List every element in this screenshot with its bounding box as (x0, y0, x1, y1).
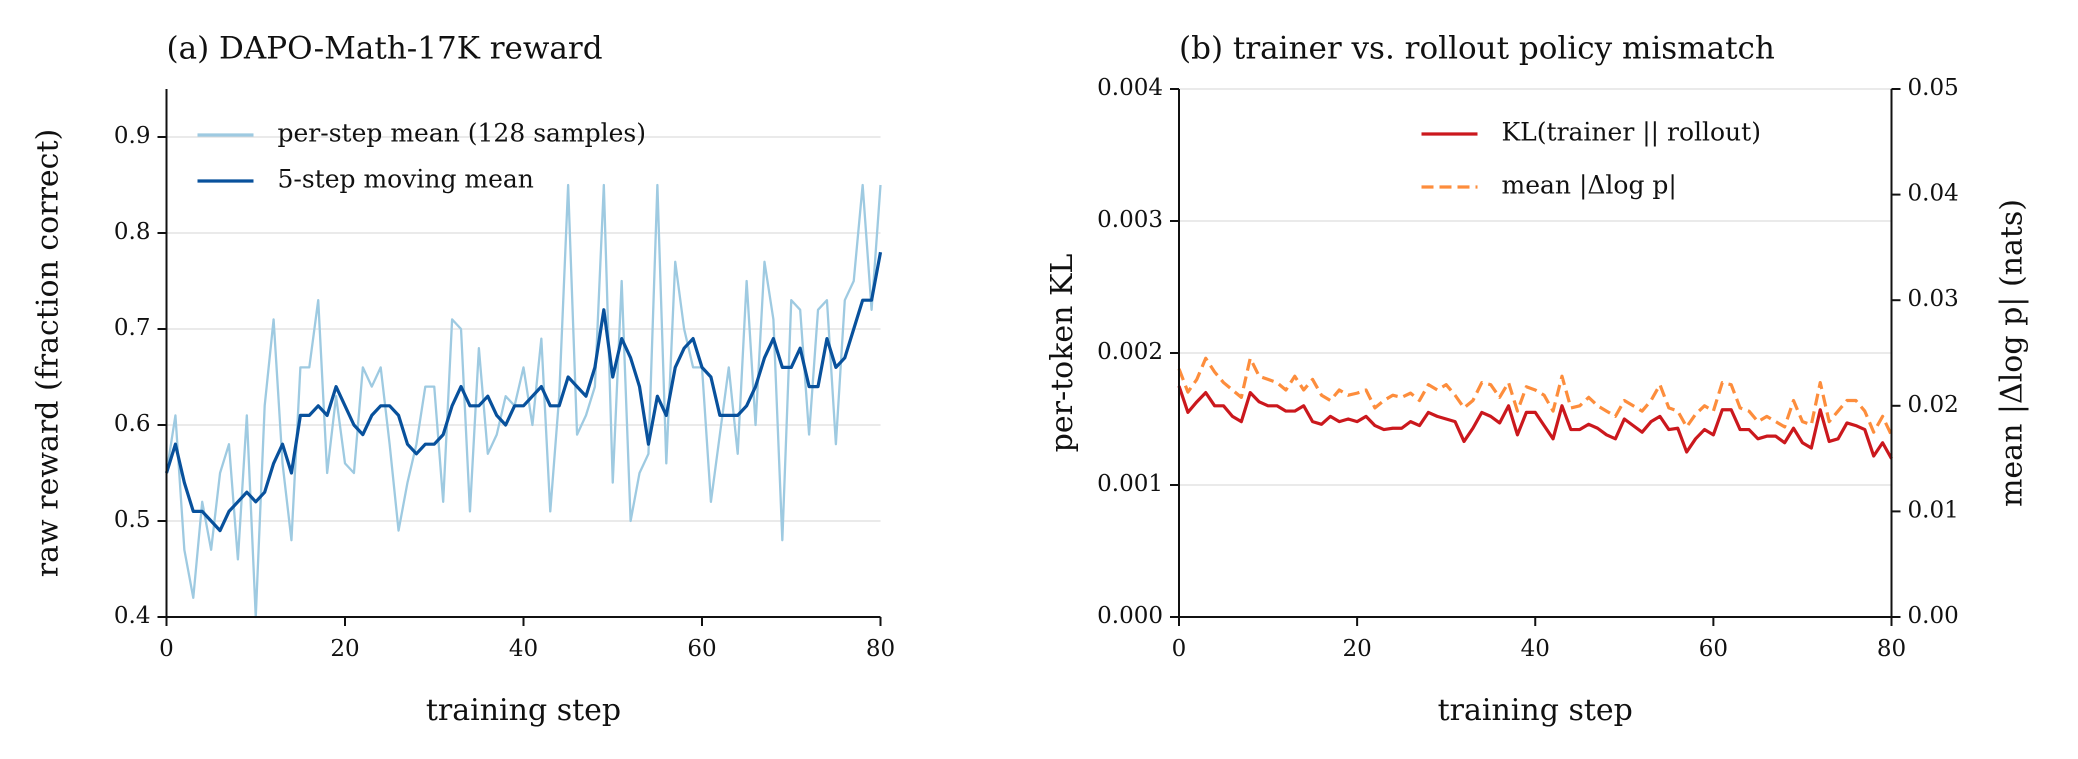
y-tick-label: 0.002 (1097, 339, 1163, 365)
x-axis-label: training step (426, 693, 621, 728)
y-tick-label: 0.9 (114, 123, 151, 149)
y-tick-label: 0.003 (1097, 207, 1163, 233)
y-tick-label: 0.7 (114, 315, 151, 341)
y-axis-label: raw reward (fraction correct) (31, 129, 66, 577)
x-tick-label: 20 (1342, 636, 1371, 662)
y-axis-label: per-token KL (1045, 254, 1080, 453)
y2-tick-label: 0.00 (1908, 603, 1959, 629)
chart-title: (b) trainer vs. rollout policy mismatch (1179, 31, 1775, 67)
x-axis-label: training step (1438, 693, 1633, 728)
x-tick-label: 40 (509, 636, 538, 662)
legend-label: 5-step moving mean (278, 165, 534, 194)
y-tick-label: 0.5 (114, 507, 151, 533)
x-tick-label: 60 (687, 636, 716, 662)
series-line (165, 183, 882, 619)
x-tick-label: 20 (330, 636, 359, 662)
y2-tick-label: 0.04 (1908, 181, 1959, 207)
x-tick-label: 60 (1699, 636, 1728, 662)
x-tick-label: 40 (1521, 636, 1550, 662)
x-tick-label: 0 (159, 636, 174, 662)
x-tick-label: 80 (866, 636, 895, 662)
legend-label: mean |Δlog p| (1502, 171, 1677, 201)
y-tick-label: 0.004 (1097, 75, 1163, 101)
chart-title: (a) DAPO-Math-17K reward (167, 31, 603, 67)
y-tick-label: 0.000 (1097, 603, 1163, 629)
legend-label: per-step mean (128 samples) (278, 119, 647, 148)
y-tick-label: 0.6 (114, 411, 151, 437)
series-line (1177, 385, 1893, 460)
y2-axis-label: mean |Δlog p| (nats) (1995, 199, 2030, 507)
y2-tick-label: 0.01 (1908, 497, 1959, 523)
y2-tick-label: 0.03 (1908, 286, 1959, 312)
legend-label: KL(trainer || rollout) (1502, 118, 1761, 148)
y2-tick-label: 0.05 (1908, 75, 1959, 101)
y-tick-label: 0.8 (114, 219, 151, 245)
y2-tick-label: 0.02 (1908, 392, 1959, 418)
x-tick-label: 80 (1877, 636, 1906, 662)
y-tick-label: 0.4 (114, 603, 151, 629)
series-line (1177, 356, 1893, 437)
series-line (164, 251, 883, 533)
y-tick-label: 0.001 (1097, 471, 1163, 497)
x-tick-label: 0 (1172, 636, 1187, 662)
